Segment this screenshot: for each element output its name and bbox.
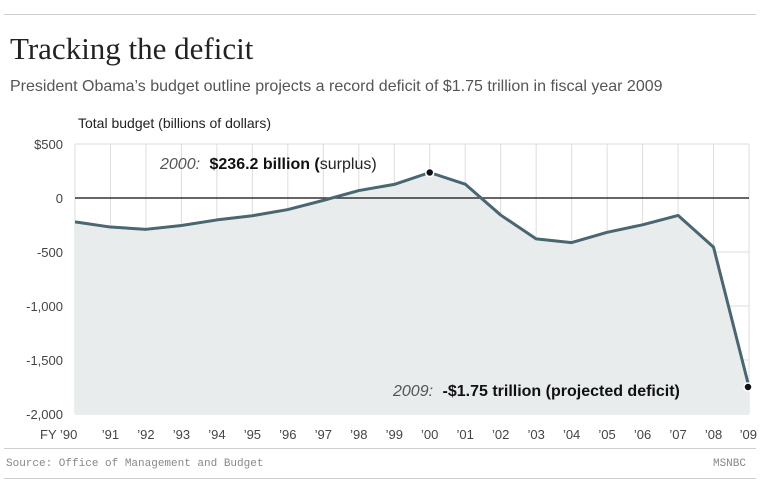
footer-rule (4, 478, 756, 479)
x-tick-label: ’02 (492, 427, 509, 442)
y-tick-label: 0 (56, 191, 63, 206)
y-tick-label: -2,000 (26, 407, 63, 422)
chart-title: Tracking the deficit (10, 31, 254, 66)
x-tick-label: FY ’90 (40, 427, 77, 442)
y-tick-label: -1,500 (26, 353, 63, 368)
y-tick-label: -500 (37, 245, 63, 260)
x-ticks: FY ’90 ’91 ’92 ’93 ’94 ’95 ’96 ’97 ’98 ’99 ’00 ’01 ’… (40, 427, 757, 442)
x-tick-label: ’91 (102, 427, 119, 442)
x-tick-label: ’94 (208, 427, 225, 442)
chart-subtitle: President Obama’s budget outline project… (10, 78, 663, 95)
bottom-rule (4, 448, 756, 449)
annotation-2009-value: -$1.75 trillion (projected deficit) (443, 383, 680, 400)
x-tick-label: ’93 (173, 427, 190, 442)
annotation-2000-year: 2000: (159, 156, 200, 173)
x-tick-label: ’03 (527, 427, 544, 442)
x-tick-label: ’08 (705, 427, 722, 442)
y-tick-label: -1,000 (26, 299, 63, 314)
credit-label: MSNBC (712, 458, 746, 470)
y-tick-label: $500 (34, 137, 63, 152)
y-axis-label: Total budget (billions of dollars) (78, 115, 271, 131)
x-tick-label: ’96 (279, 427, 296, 442)
source-note: Source: Office of Management and Budget (6, 458, 264, 470)
x-tick-label: ’09 (740, 427, 757, 442)
x-tick-label: ’95 (244, 427, 261, 442)
top-rule (4, 14, 756, 15)
annotation-2000-value: $236.2 billion ( (210, 156, 321, 173)
x-tick-label: ’01 (457, 427, 474, 442)
series-line (74, 171, 751, 388)
annotation-points (424, 167, 753, 392)
x-tick-label: ’00 (421, 427, 438, 442)
x-tick-label: ’92 (137, 427, 154, 442)
annotation-2009: 2009: -$1.75 trillion (projected deficit… (392, 383, 680, 400)
x-tick-label: ’07 (669, 427, 686, 442)
x-tick-label: ’98 (350, 427, 367, 442)
x-tick-label: ’05 (598, 427, 615, 442)
annotation-2009-year: 2009: (392, 383, 433, 400)
x-tick-label: ’97 (315, 427, 332, 442)
x-tick-label: ’06 (634, 427, 651, 442)
y-ticks: $500 0 -500 -1,000 -1,500 -2,000 (26, 137, 63, 422)
x-tick-label: ’99 (386, 427, 403, 442)
x-tick-label: ’04 (563, 427, 580, 442)
annotation-point-2000 (424, 167, 435, 178)
annotation-2000-note: surplus) (320, 156, 377, 173)
annotation-point-2009 (743, 382, 753, 392)
series-area (75, 172, 749, 414)
annotation-2000: 2000: $236.2 billion (surplus) (159, 156, 377, 173)
